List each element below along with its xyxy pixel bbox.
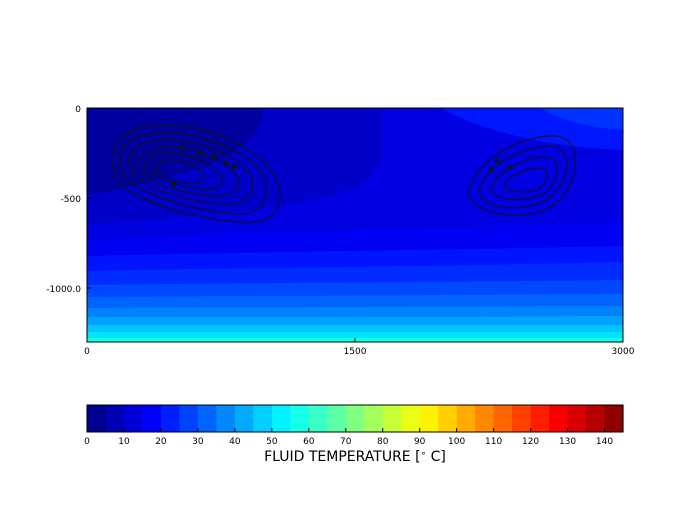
- colorbar-swatch: [567, 405, 587, 432]
- colorbar-tick-label: 90: [414, 437, 426, 447]
- colorbar-tick-label: 100: [448, 437, 465, 447]
- colorbar-swatch: [438, 405, 458, 432]
- colorbar-swatch: [419, 405, 439, 432]
- streamline: [111, 124, 281, 224]
- streamline: [503, 167, 549, 193]
- y-tick-label: 0: [75, 105, 81, 115]
- streamline: [478, 145, 568, 209]
- flow-arrow: [212, 154, 218, 160]
- flow-arrow: [232, 164, 238, 170]
- y-tick-label: -1000.0: [46, 285, 81, 295]
- colorbar-swatch: [105, 405, 125, 432]
- colorbar-tick-label: 140: [596, 437, 613, 447]
- colorbar-swatch: [456, 405, 476, 432]
- streamline: [127, 139, 254, 205]
- x-axis: 0 1500 3000: [84, 338, 635, 357]
- colorbar-swatch: [345, 405, 365, 432]
- temperature-field: [87, 108, 623, 342]
- colorbar-swatch: [401, 405, 421, 432]
- flow-arrow: [224, 160, 230, 166]
- colorbar-swatch: [142, 405, 162, 432]
- colorbar-tick-label: 50: [266, 437, 278, 447]
- colorbar-tick-label: 120: [522, 437, 539, 447]
- x-tick-label: 3000: [612, 347, 635, 357]
- colorbar-swatch: [160, 405, 181, 432]
- colorbar-tick-label: 130: [559, 437, 576, 447]
- flow-arrow: [170, 181, 176, 187]
- streamlines-right: [468, 135, 577, 216]
- colorbar-tick-label: 60: [303, 437, 315, 447]
- colorbar-label-suffix: C]: [426, 449, 446, 465]
- colorbar-tick-label: 70: [340, 437, 352, 447]
- degree-symbol: ∘: [421, 449, 427, 459]
- colorbar-swatch: [216, 405, 236, 432]
- flow-arrow: [180, 145, 186, 151]
- x-tick-label: 1500: [344, 347, 367, 357]
- colorbar-tick-label: 40: [229, 437, 241, 447]
- x-tick-label: 0: [84, 347, 90, 357]
- colorbar-swatch: [475, 405, 495, 432]
- colorbar-ticks: 0 10 20 30 40 50 60 70 80 90 100 110 120 130 140: [84, 428, 613, 447]
- colorbar-label-prefix: FLUID TEMPERATURE [: [264, 449, 420, 465]
- colorbar-tick-label: 110: [485, 437, 502, 447]
- colorbar-swatch: [604, 405, 624, 432]
- colorbar-tick-label: 10: [118, 437, 130, 447]
- colorbar-swatch: [549, 405, 569, 432]
- colorbar-swatch: [493, 405, 513, 432]
- colorbar-tick-label: 0: [84, 437, 90, 447]
- colorbar-swatch: [179, 405, 199, 432]
- y-tick-label: -500: [61, 195, 82, 205]
- streamline: [119, 131, 268, 215]
- colorbar-frame: [86, 404, 624, 433]
- colorbar-swatch: [197, 405, 217, 432]
- colorbar-swatch: [271, 405, 291, 432]
- colorbar-swatch: [512, 405, 532, 432]
- streamline: [490, 156, 558, 201]
- colorbar-swatch: [123, 405, 144, 432]
- colorbar-swatch: [530, 405, 550, 432]
- colorbar-swatch: [327, 405, 347, 432]
- flow-arrow: [198, 150, 204, 156]
- colorbar-tick-label: 20: [155, 437, 167, 447]
- streamline: [144, 152, 223, 191]
- colorbar-swatch: [234, 405, 254, 432]
- streamline: [135, 146, 240, 197]
- colorbar: 0 10 20 30 40 50 60 70 80 90 100 110 120 130 140 FLUID…: [84, 404, 624, 465]
- flow-arrow: [494, 157, 500, 163]
- flow-arrow: [488, 166, 494, 172]
- streamline-arrows-left: [170, 145, 238, 187]
- y-axis: 0 -500 -1000.0: [46, 105, 91, 295]
- streamlines-left: [111, 124, 281, 224]
- streamline: [468, 135, 577, 216]
- flow-arrow: [506, 164, 512, 170]
- colorbar-swatches: [87, 405, 624, 432]
- colorbar-swatch: [308, 405, 328, 432]
- colorbar-tick-label: 30: [192, 437, 204, 447]
- field-band-coldest: [87, 108, 262, 195]
- colorbar-swatch: [253, 405, 273, 432]
- colorbar-swatch: [586, 405, 606, 432]
- colorbar-swatch: [382, 405, 402, 432]
- colorbar-tick-label: 80: [377, 437, 389, 447]
- streamline-arrows-right: [488, 157, 512, 172]
- colorbar-swatch: [87, 405, 107, 432]
- colorbar-swatch: [290, 405, 310, 432]
- streamline: [154, 159, 205, 184]
- colorbar-label: FLUID TEMPERATURE [∘ C]: [264, 449, 446, 465]
- field-band-warmer-upper-right: [540, 108, 623, 130]
- contour-plot: [86, 107, 624, 343]
- colorbar-swatch: [364, 405, 384, 432]
